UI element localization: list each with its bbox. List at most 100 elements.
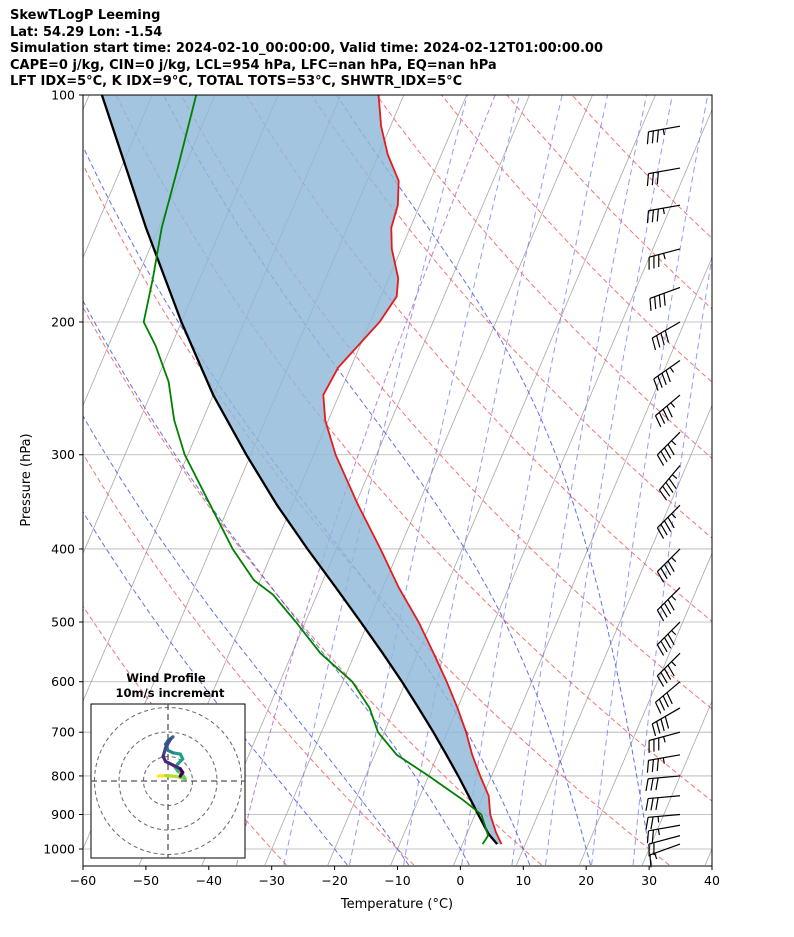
chart-title: SkewTLogP Leeming <box>10 8 161 23</box>
barb-flag <box>653 378 659 391</box>
barb-half-flag <box>671 440 677 446</box>
hodograph-subtitle: 10m/s increment <box>116 686 225 700</box>
barb-flag <box>663 637 672 649</box>
barb-flag <box>667 443 675 456</box>
wind-barb <box>656 431 681 466</box>
isotherm-gridline <box>641 700 712 866</box>
barb-flag <box>651 337 657 351</box>
isotherm-gridline <box>704 847 712 866</box>
barb-shaft <box>656 587 681 611</box>
y-tick-label: 500 <box>51 615 75 630</box>
barb-flag <box>656 571 665 583</box>
barb-flag <box>662 408 669 421</box>
isotherm-gridline <box>264 95 593 866</box>
barb-half-flag <box>671 595 677 601</box>
mixing-ratio-line <box>283 95 468 866</box>
barb-shaft <box>651 321 681 339</box>
barb-flag <box>646 830 650 844</box>
y-tick-label: 300 <box>51 447 75 462</box>
barb-flag <box>663 564 672 576</box>
barb-flag <box>651 829 655 843</box>
barb-shaft <box>655 681 681 703</box>
dewpoint-line <box>142 95 490 845</box>
barb-shaft <box>656 652 681 677</box>
barb-half-flag <box>662 129 665 136</box>
barb-flag <box>666 405 673 418</box>
isotherm-gridline <box>201 95 530 866</box>
dry-adiabat <box>376 95 712 460</box>
barb-shaft <box>658 465 681 491</box>
barb-flag <box>656 758 659 772</box>
wind-barb <box>656 548 681 583</box>
wind-barb <box>658 465 681 501</box>
wind-barb <box>648 835 681 857</box>
x-tick-label: −40 <box>196 873 222 888</box>
barb-half-flag <box>662 736 666 743</box>
wind-barb <box>646 125 681 145</box>
index-line: LFT IDX=5°C, K IDX=9°C, TOTAL TOTS=53°C,… <box>10 74 463 89</box>
barb-half-flag <box>657 828 660 836</box>
barb-flag <box>654 296 657 310</box>
barb-flag <box>658 489 668 501</box>
x-tick-label: −60 <box>70 873 96 888</box>
barb-shaft <box>648 731 681 742</box>
barb-flag <box>667 599 675 611</box>
wind-barbs-layer <box>645 125 681 868</box>
barb-shaft <box>656 621 681 646</box>
barb-half-flag <box>671 630 677 636</box>
barb-shaft <box>655 394 681 417</box>
barb-flag <box>651 172 655 186</box>
barb-flag <box>651 130 655 144</box>
barb-flag <box>663 293 666 306</box>
barb-flag <box>656 454 665 466</box>
wind-barb <box>654 394 681 428</box>
wind-barb <box>646 754 681 773</box>
y-tick-label: 200 <box>51 314 75 329</box>
barb-shaft <box>648 835 681 845</box>
barb-flag <box>656 208 659 222</box>
cin-shaded-area <box>101 95 502 845</box>
x-tick-label: 40 <box>704 873 720 888</box>
wind-barb <box>656 587 681 622</box>
barb-flag <box>665 481 674 493</box>
hodograph-inset: Wind Profile 10m/s increment <box>90 671 246 859</box>
wind-barb <box>649 286 681 311</box>
barb-flag <box>660 524 668 536</box>
barb-flag <box>658 294 662 308</box>
wind-barb <box>656 504 681 539</box>
wind-barb <box>651 321 681 351</box>
x-axis-title: Temperature (°C) <box>340 897 453 912</box>
x-tick-label: 0 <box>456 873 464 888</box>
wind-barb <box>653 360 681 391</box>
time-line: Simulation start time: 2024-02-10_00:00:… <box>10 41 603 56</box>
barb-flag <box>660 606 668 618</box>
barb-flag <box>660 672 668 684</box>
barb-flag <box>656 721 661 734</box>
barb-half-flag <box>671 557 677 563</box>
barb-flag <box>663 520 672 532</box>
wind-barb <box>648 248 681 270</box>
wind-barb <box>648 731 681 753</box>
location-line: Lat: 54.29 Lon: -1.54 <box>10 24 163 40</box>
cape-fill-layer <box>101 95 502 845</box>
barb-flag <box>645 778 649 792</box>
y-tick-label: 100 <box>51 88 75 103</box>
isotherm-gridline <box>83 95 90 111</box>
barb-flag <box>656 335 661 348</box>
barb-half-flag <box>671 661 677 667</box>
barb-shaft <box>653 360 681 380</box>
wind-barb <box>646 204 681 224</box>
isotherm-gridline <box>768 95 794 865</box>
barb-flag <box>654 415 662 428</box>
series-layer <box>100 95 503 845</box>
wind-barb <box>645 775 681 792</box>
barb-flag <box>667 664 675 677</box>
barb-flag <box>651 759 655 772</box>
barb-shaft <box>648 167 681 175</box>
barb-flag <box>650 778 654 791</box>
barb-shaft <box>648 795 681 800</box>
parcel-profile-line <box>100 95 498 845</box>
barb-flag <box>661 372 667 386</box>
barb-flag <box>658 698 666 711</box>
